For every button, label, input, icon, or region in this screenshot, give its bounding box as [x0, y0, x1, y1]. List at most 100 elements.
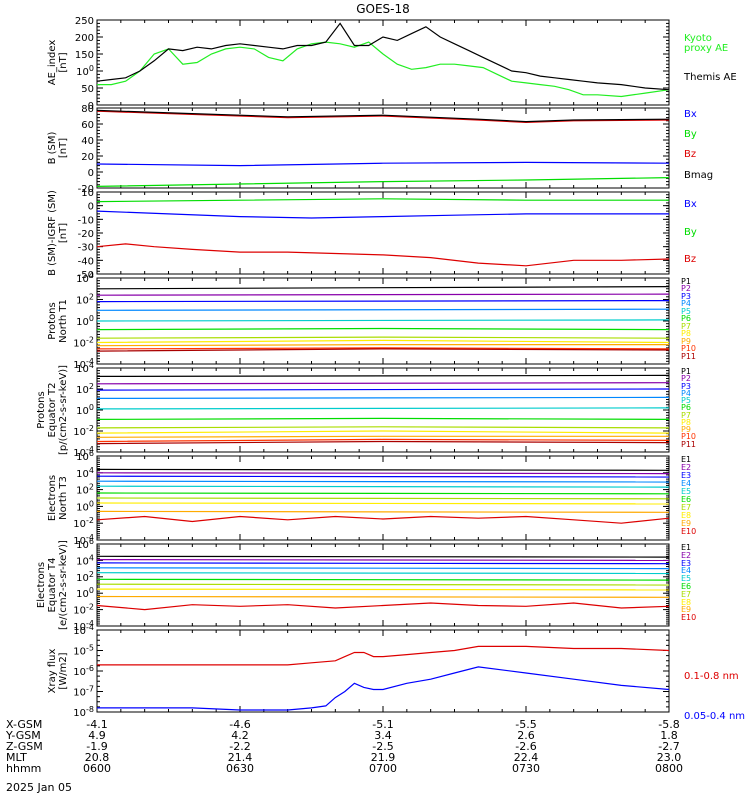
channel-legend: E1 — [681, 455, 692, 464]
orbit-value: -1.9 — [86, 740, 108, 753]
channel-legend: P5 — [681, 396, 691, 406]
legend-entry: 0.05-0.4 nm — [684, 711, 746, 722]
series-line-By — [96, 198, 669, 203]
orbit-value: -4.6 — [229, 718, 251, 731]
series-line-P10 — [96, 347, 670, 350]
channel-legend: E8 — [681, 597, 692, 607]
y-axis-label: Protons North T1 — [47, 299, 69, 343]
channel-legend: E1 — [681, 543, 692, 552]
y-axis-label: Electrons North T3 — [47, 475, 69, 521]
series-line-E6 — [96, 578, 670, 581]
orbit-row-label: MLT — [6, 751, 27, 764]
orbit-value: 3.4 — [374, 729, 392, 742]
series-line-P1 — [96, 374, 670, 377]
y-tick-label: 10-6 — [73, 664, 94, 678]
series-line-P4 — [96, 396, 670, 399]
y-axis-label-line: [e/(cm2-s-sr-keV)] — [58, 540, 69, 630]
series-line-Bx — [96, 210, 669, 219]
channel-legend: P5 — [681, 306, 691, 316]
orbit-value: 2.6 — [517, 729, 535, 742]
series-line-P9 — [96, 435, 669, 438]
series-line-E10 — [96, 602, 670, 611]
y-tick-label: -30 — [78, 243, 94, 254]
channel-legend: E3 — [681, 471, 692, 480]
channel-legend: E3 — [681, 558, 692, 568]
y-tick-label: 80 — [81, 104, 94, 115]
y-axis-label-line: [nT] — [58, 223, 69, 243]
series-line-P3 — [96, 388, 670, 391]
y-axis-label-line: [p/(cm2-s-sr-keV)] — [58, 365, 69, 455]
series-line-E2 — [96, 472, 670, 475]
y-tick-label: 10-4 — [73, 533, 94, 547]
channel-legend: P1 — [681, 277, 691, 286]
y-tick-label: -50 — [78, 270, 94, 281]
series-line-P6 — [96, 417, 670, 420]
orbit-value: -2.2 — [229, 740, 251, 753]
orbit-row-label: Z-GSM — [6, 740, 43, 753]
y-axis-label-line: Xray flux — [47, 649, 58, 694]
y-tick-label: 10-2 — [73, 603, 94, 617]
orbit-row-label: Y-GSM — [6, 729, 41, 742]
y-tick-label: 100 — [76, 499, 94, 513]
y-axis-label-line: [W/m2] — [58, 652, 69, 689]
y-axis-label-line: Equator T2 — [47, 383, 58, 438]
panel-frame — [96, 191, 670, 275]
series-line-E10 — [96, 515, 670, 524]
y-axis-label: Electrons Equator T4 [e/(cm2-s-sr-keV)] — [36, 540, 69, 630]
legend-entry: Bmag — [684, 170, 714, 181]
y-tick-label: 200 — [75, 33, 94, 44]
series-line-E9 — [96, 595, 670, 598]
y-tick-label: 0 — [88, 101, 94, 112]
series-line-P10 — [96, 438, 670, 443]
channel-legend: P6 — [681, 314, 691, 324]
channel-legend: E5 — [681, 574, 692, 584]
y-tick-label: 102 — [76, 570, 94, 584]
legend-entry: Bx — [684, 109, 697, 120]
y-axis-label: Protons Equator T2 [p/(cm2-s-sr-keV)] — [36, 365, 69, 455]
panel-3: 10-4 10-2 100 102 104 Protons North T1 — [47, 271, 670, 371]
legend-entry: Kyoto proxy AE — [684, 33, 729, 54]
orbit-value: 4.2 — [231, 729, 249, 742]
channel-legend: P8 — [681, 417, 691, 427]
series-line-E3 — [96, 562, 670, 565]
channel-legend: E10 — [681, 613, 697, 623]
legend-entry: By — [684, 129, 697, 140]
channel-legend: P8 — [681, 329, 691, 339]
channel-legend: E4 — [681, 566, 692, 576]
y-tick-label: 10-2 — [73, 516, 94, 530]
series-line-E6 — [96, 492, 670, 495]
panel-4: 10-4 10-2 100 102 104 Protons Equator T2 [p/(cm… — [36, 361, 670, 459]
series-line-E7 — [96, 583, 670, 586]
y-axis-label-line: Electrons — [36, 562, 47, 608]
channel-legend: P6 — [681, 403, 691, 413]
y-axis-label: B (SM)-IGRF (SM) [nT] — [47, 190, 69, 276]
panel-6: 10-4 10-2 100 102 104 106 Electrons Equator T4[… — [36, 537, 670, 633]
series-line-P5 — [96, 319, 670, 322]
channel-legend: E4 — [681, 479, 692, 488]
series-line-P4 — [96, 308, 670, 311]
series-line-P7 — [96, 426, 670, 429]
y-axis-label-line: Electrons — [47, 475, 58, 521]
series-line-P5 — [96, 407, 670, 410]
series-line-P8 — [96, 430, 670, 434]
series-line-P11 — [96, 440, 670, 445]
series-line-0.05-0.4-nm — [97, 666, 670, 711]
y-axis-label-line: B (SM) — [47, 131, 58, 164]
y-tick-label: 10-8 — [73, 705, 94, 719]
y-axis-label-line: Equator T4 — [47, 558, 58, 613]
y-tick-label: 10-2 — [73, 424, 94, 438]
y-tick-label: 250 — [75, 16, 94, 27]
channel-legend: P9 — [681, 336, 691, 346]
y-tick-label: 10 — [81, 188, 94, 199]
channel-legend: P11 — [681, 439, 697, 449]
panel-frame — [96, 19, 670, 106]
series-line-E5 — [96, 485, 670, 488]
y-tick-label: 0 — [88, 202, 94, 213]
channel-legend: P4 — [681, 388, 691, 398]
y-axis-label: AE_index [nT] — [47, 40, 69, 86]
channel-legend: P11 — [681, 351, 697, 361]
legend-entry: Bx — [684, 199, 697, 210]
y-tick-label: 10-4 — [73, 623, 94, 637]
series-line-E4 — [96, 480, 670, 483]
orbit-value: 22.4 — [513, 751, 539, 764]
